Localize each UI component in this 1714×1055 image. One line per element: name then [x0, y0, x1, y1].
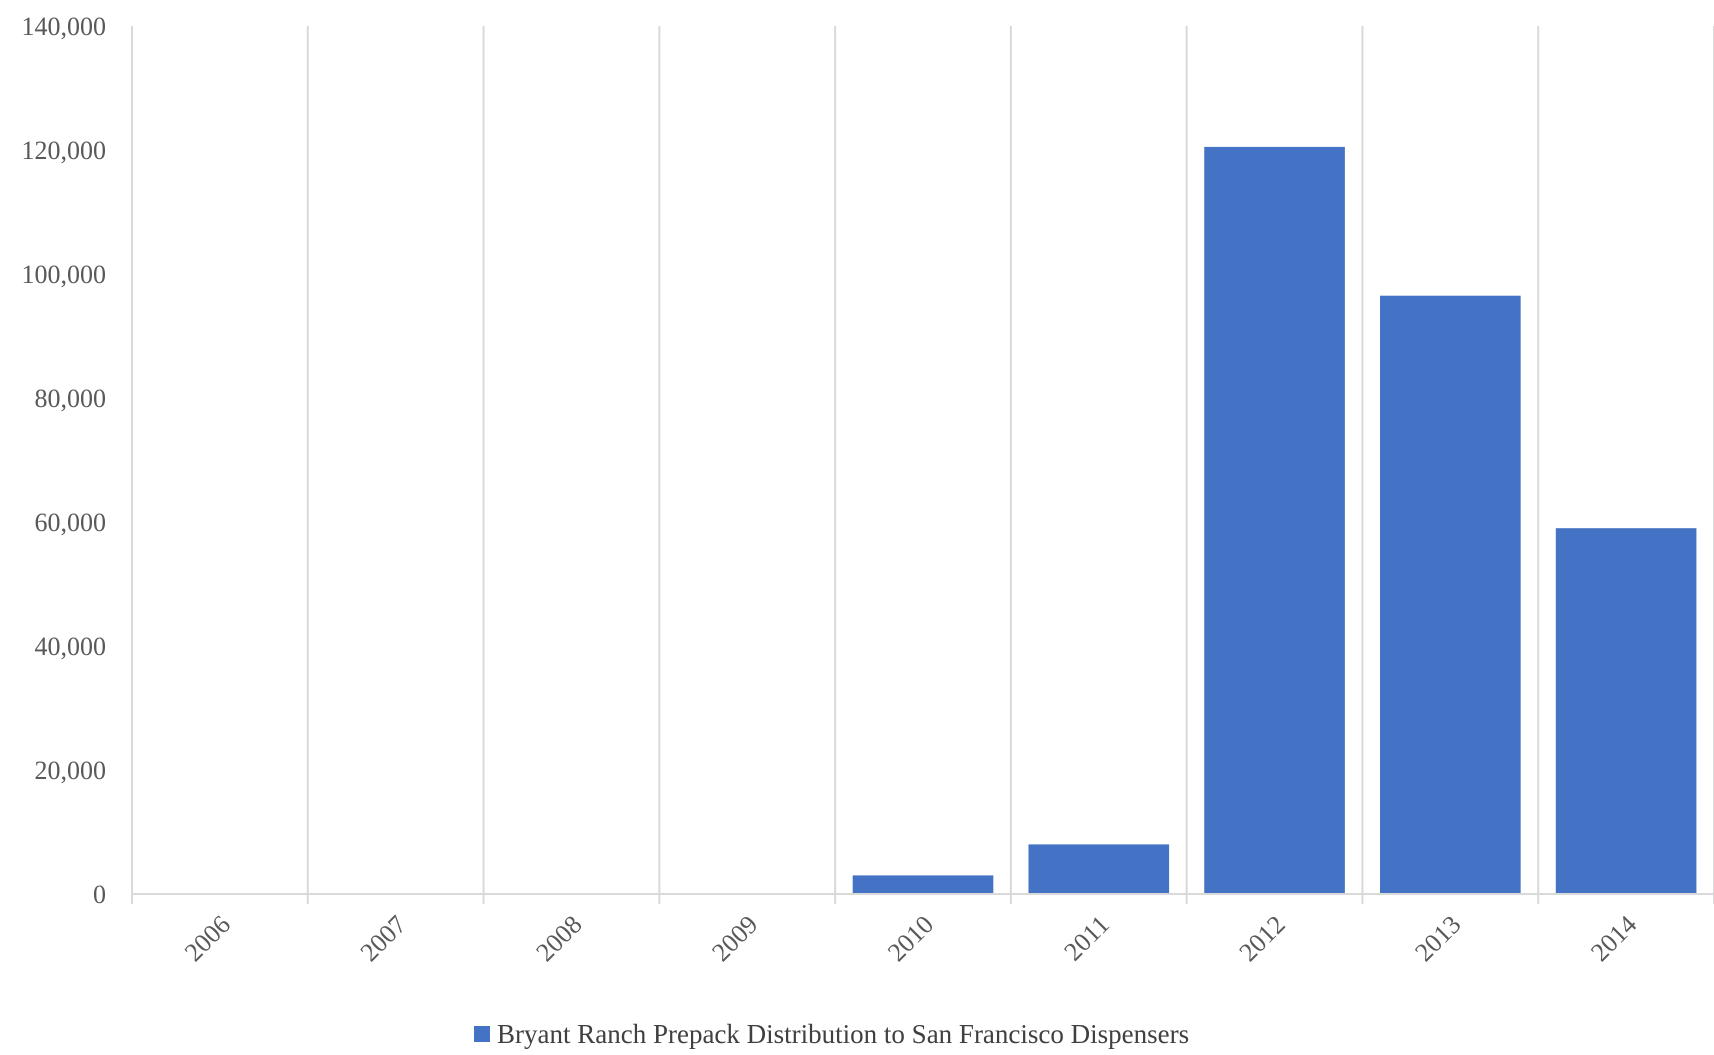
x-tick-label: 2013 — [1409, 910, 1466, 967]
x-tick-label: 2007 — [355, 910, 412, 967]
x-axis-ticks: 2006 2007 2008 2009 2010 2011 2012 2013 2014 — [179, 910, 1642, 967]
legend[interactable]: Bryant Ranch Prepack Distribution to San… — [474, 1019, 1189, 1049]
x-tick-label: 2012 — [1234, 910, 1291, 967]
x-tick-label: 2010 — [882, 910, 939, 967]
y-tick-label: 40,000 — [35, 632, 107, 661]
x-tick-label: 2006 — [179, 910, 236, 967]
y-tick-label: 80,000 — [35, 384, 107, 413]
bars — [852, 146, 1697, 894]
legend-swatch — [474, 1026, 490, 1042]
y-tick-label: 60,000 — [35, 508, 107, 537]
y-axis-ticks: 0 20,000 40,000 60,000 80,000 100,000 120,000 1… — [22, 12, 107, 909]
y-tick-label: 120,000 — [22, 136, 107, 165]
x-tick-label: 2008 — [530, 910, 587, 967]
x-tick-label: 2011 — [1058, 910, 1115, 967]
bar-2010[interactable] — [852, 875, 994, 894]
y-tick-label: 20,000 — [35, 756, 107, 785]
bar-2013[interactable] — [1380, 295, 1521, 894]
bar-2012[interactable] — [1204, 146, 1345, 894]
x-tick-label: 2014 — [1585, 910, 1642, 967]
y-tick-label: 100,000 — [22, 260, 107, 289]
gridlines — [131, 26, 1714, 904]
legend-label: Bryant Ranch Prepack Distribution to San… — [497, 1019, 1189, 1049]
x-tick-label: 2009 — [706, 910, 763, 967]
bar-2014[interactable] — [1555, 528, 1697, 894]
bar-2011[interactable] — [1028, 844, 1170, 894]
y-tick-label: 140,000 — [22, 12, 107, 41]
y-tick-label: 0 — [93, 880, 106, 909]
